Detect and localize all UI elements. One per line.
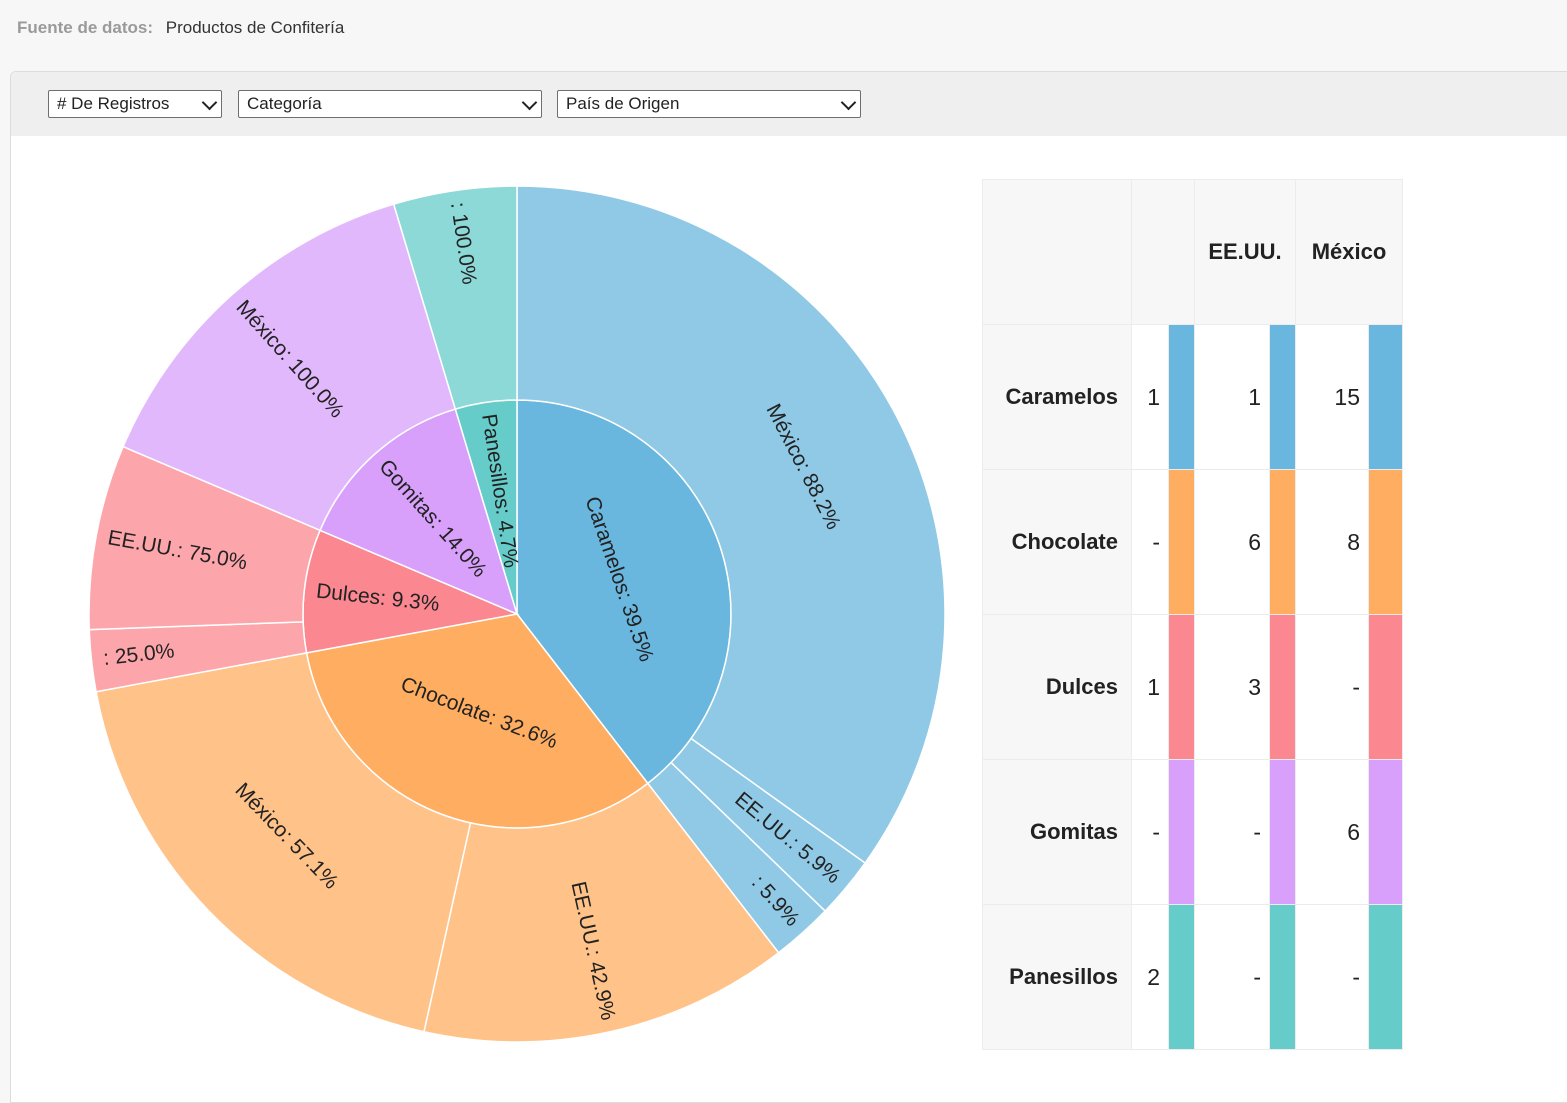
cell-color-bar — [1368, 904, 1403, 1050]
cell-value: 2 — [1131, 904, 1169, 1050]
row-header: Gomitas — [982, 759, 1132, 905]
cell-color-bar — [1168, 759, 1195, 905]
cell-value: - — [1131, 469, 1169, 615]
cols-select[interactable]: País de Origen — [557, 90, 861, 118]
cell-color-bar — [1269, 614, 1296, 760]
cell-color-bar — [1168, 469, 1195, 615]
pivot-corner-cell — [982, 179, 1132, 325]
outer-slice-caramelos-m-xico[interactable] — [516, 185, 946, 865]
pivot-table: EE.UU. México Caramelos 1 1 15 Chocolate… — [982, 179, 1403, 1050]
cell-color-bar — [1368, 469, 1403, 615]
cell-value: 3 — [1194, 614, 1270, 760]
cell-color-bar — [1168, 904, 1195, 1050]
outer-slice-panesillos-blank[interactable] — [392, 185, 518, 411]
cell-color-bar — [1269, 759, 1296, 905]
cell-color-bar — [1368, 324, 1403, 470]
cell-value: - — [1295, 614, 1369, 760]
cell-color-bar — [1269, 469, 1296, 615]
cell-value: - — [1194, 904, 1270, 1050]
sunburst-chart: Caramelos: 39.5%Chocolate: 32.6%Dulces: … — [88, 185, 946, 1043]
cell-value: 8 — [1295, 469, 1369, 615]
pivot-row-caramelos: Caramelos 1 1 15 — [982, 324, 1403, 470]
cell-value: 1 — [1131, 324, 1169, 470]
measure-select-value: # De Registros — [57, 94, 170, 113]
cell-color-bar — [1168, 324, 1195, 470]
rows-select[interactable]: Categoría — [238, 90, 542, 118]
pivot-header-row: EE.UU. México — [982, 179, 1403, 325]
cell-value: 6 — [1295, 759, 1369, 905]
cell-value: 15 — [1295, 324, 1369, 470]
cols-select-value: País de Origen — [566, 94, 680, 113]
col-header-eeuu: EE.UU. — [1194, 179, 1296, 325]
row-header: Chocolate — [982, 469, 1132, 615]
pivot-toolbar: # De Registros Categoría País de Origen — [11, 72, 1567, 136]
cell-color-bar — [1368, 614, 1403, 760]
cell-color-bar — [1168, 614, 1195, 760]
row-header: Caramelos — [982, 324, 1132, 470]
outer-slice-chocolate-ee-uu-[interactable] — [423, 782, 780, 1043]
outer-slice-gomitas-m-xico[interactable] — [122, 203, 457, 532]
cell-value: - — [1131, 759, 1169, 905]
data-source-label: Fuente de datos: — [17, 18, 154, 37]
cell-value: - — [1194, 759, 1270, 905]
outer-slice-chocolate-m-xico[interactable] — [95, 651, 472, 1033]
cell-value: 1 — [1131, 614, 1169, 760]
data-source-value: Productos de Confitería — [165, 18, 345, 37]
cell-color-bar — [1368, 759, 1403, 905]
rows-select-value: Categoría — [247, 94, 322, 113]
cell-value: - — [1295, 904, 1369, 1050]
row-header: Panesillos — [982, 904, 1132, 1050]
cell-value: 1 — [1194, 324, 1270, 470]
measure-select[interactable]: # De Registros — [48, 90, 222, 118]
pivot-row-chocolate: Chocolate - 6 8 — [982, 469, 1403, 615]
pivot-row-dulces: Dulces 1 3 - — [982, 614, 1403, 760]
pivot-row-panesillos: Panesillos 2 - - — [982, 904, 1403, 1050]
cell-color-bar — [1269, 324, 1296, 470]
col-header-blank — [1131, 179, 1195, 325]
data-source-header: Fuente de datos: Productos de Confitería — [17, 18, 344, 38]
row-header: Dulces — [982, 614, 1132, 760]
cell-color-bar — [1269, 904, 1296, 1050]
cell-value: 6 — [1194, 469, 1270, 615]
col-header-mexico: México — [1295, 179, 1403, 325]
pivot-row-gomitas: Gomitas - - 6 — [982, 759, 1403, 905]
